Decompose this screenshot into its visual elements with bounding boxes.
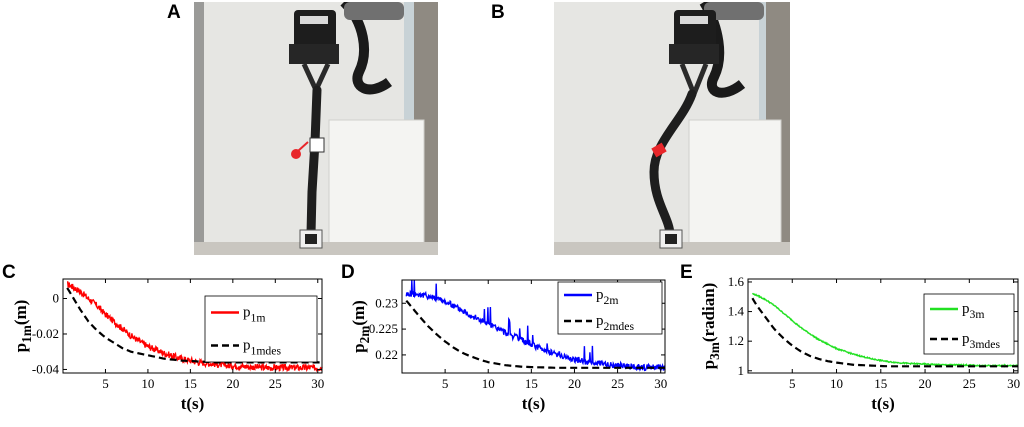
- x-tick-label: 10: [141, 376, 154, 391]
- x-tick-label: 5: [789, 376, 796, 391]
- panel-label-d: D: [341, 262, 355, 283]
- x-tick-label: 30: [654, 376, 667, 391]
- y-tick-label: 1.6: [728, 274, 745, 289]
- x-tick-label: 15: [874, 376, 887, 391]
- y-axis-label: p3m(radian): [699, 283, 722, 370]
- series-line-p2m: [405, 280, 666, 372]
- legend-label: p2mdes: [596, 313, 634, 333]
- y-tick-label: 0.23: [375, 295, 398, 310]
- legend-label: p1m: [243, 305, 265, 325]
- y-axis-label: p2m(m): [349, 300, 372, 353]
- y-axis-label: p1m(m): [11, 300, 34, 353]
- robot-photo-a-drawing: [194, 2, 438, 255]
- y-tick-label: -0.02: [32, 326, 59, 341]
- chart-c: 5 10 15 20 25 30 0 -0.02 -0.04 t(s) p1m(m) p1m p1mde…: [0, 262, 340, 422]
- y-tick-label: 0.22: [375, 347, 398, 362]
- series-line-p1m: [67, 281, 323, 373]
- x-tick-label: 20: [568, 376, 581, 391]
- chart-e-svg: 5 10 15 20 25 30 1.6 1.4 1.2 1 t(s) p3m(radian) p3m p…: [699, 274, 1020, 413]
- x-tick-label: 25: [963, 376, 976, 391]
- chart-c-svg: 5 10 15 20 25 30 0 -0.02 -0.04 t(s) p1m(m) p1m p1mde…: [11, 278, 324, 413]
- panel-label-a: A: [167, 2, 181, 23]
- legend-label: p3m: [962, 301, 984, 321]
- x-tick-label: 30: [311, 376, 324, 391]
- robot-photo-b-drawing: [554, 2, 790, 255]
- x-tick-label: 25: [611, 376, 624, 391]
- legend-box: [204, 295, 318, 363]
- legend-box: [923, 293, 1015, 355]
- y-tick-label: 0: [53, 291, 60, 306]
- legend-box: [557, 281, 663, 335]
- chart-d-svg: 5 10 15 20 25 30 0.23 0.225 0.22 t(s) p2m(m) p2m p2m…: [349, 279, 667, 413]
- series-line-p2mdes: [405, 299, 665, 369]
- y-tick-label: 1: [738, 363, 745, 378]
- x-axis-label: t(s): [181, 394, 205, 413]
- series-line-p1mdes: [66, 287, 322, 364]
- x-tick-label: 15: [184, 376, 197, 391]
- x-tick-label: 15: [525, 376, 538, 391]
- legend-label: p2m: [596, 287, 618, 307]
- x-tick-label: 20: [226, 376, 239, 391]
- legend-label: p3mdes: [962, 331, 1000, 351]
- panel-label-e: E: [680, 262, 693, 283]
- series-line-p3mdes: [751, 297, 1018, 368]
- x-tick-label: 20: [919, 376, 932, 391]
- panel-label-b: B: [491, 2, 505, 23]
- x-tick-label: 5: [102, 376, 109, 391]
- series-line-p3m: [752, 292, 1019, 368]
- plot-frame: [62, 278, 323, 374]
- plot-frame: [747, 278, 1019, 374]
- plot-frame: [401, 279, 666, 374]
- x-tick-label: 5: [442, 376, 449, 391]
- x-axis-label: t(s): [871, 394, 895, 413]
- x-tick-label: 30: [1007, 376, 1020, 391]
- x-axis-label: t(s): [522, 394, 546, 413]
- x-tick-label: 25: [269, 376, 282, 391]
- robot-photo-a: [194, 2, 438, 255]
- y-tick-label: -0.04: [32, 361, 60, 376]
- y-tick-label: 0.225: [369, 321, 398, 336]
- robot-photo-b: [554, 2, 790, 255]
- y-tick-label: 1.2: [728, 333, 744, 348]
- chart-d: 5 10 15 20 25 30 0.23 0.225 0.22 t(s) p2m(m) p2m p2m…: [340, 262, 680, 422]
- panel-label-c: C: [2, 262, 16, 283]
- x-tick-label: 10: [482, 376, 495, 391]
- x-tick-label: 10: [830, 376, 843, 391]
- chart-e: 5 10 15 20 25 30 1.6 1.4 1.2 1 t(s) p3m(radian) p3m p…: [680, 262, 1024, 422]
- legend-label: p1mdes: [243, 338, 281, 358]
- y-tick-label: 1.4: [728, 304, 745, 319]
